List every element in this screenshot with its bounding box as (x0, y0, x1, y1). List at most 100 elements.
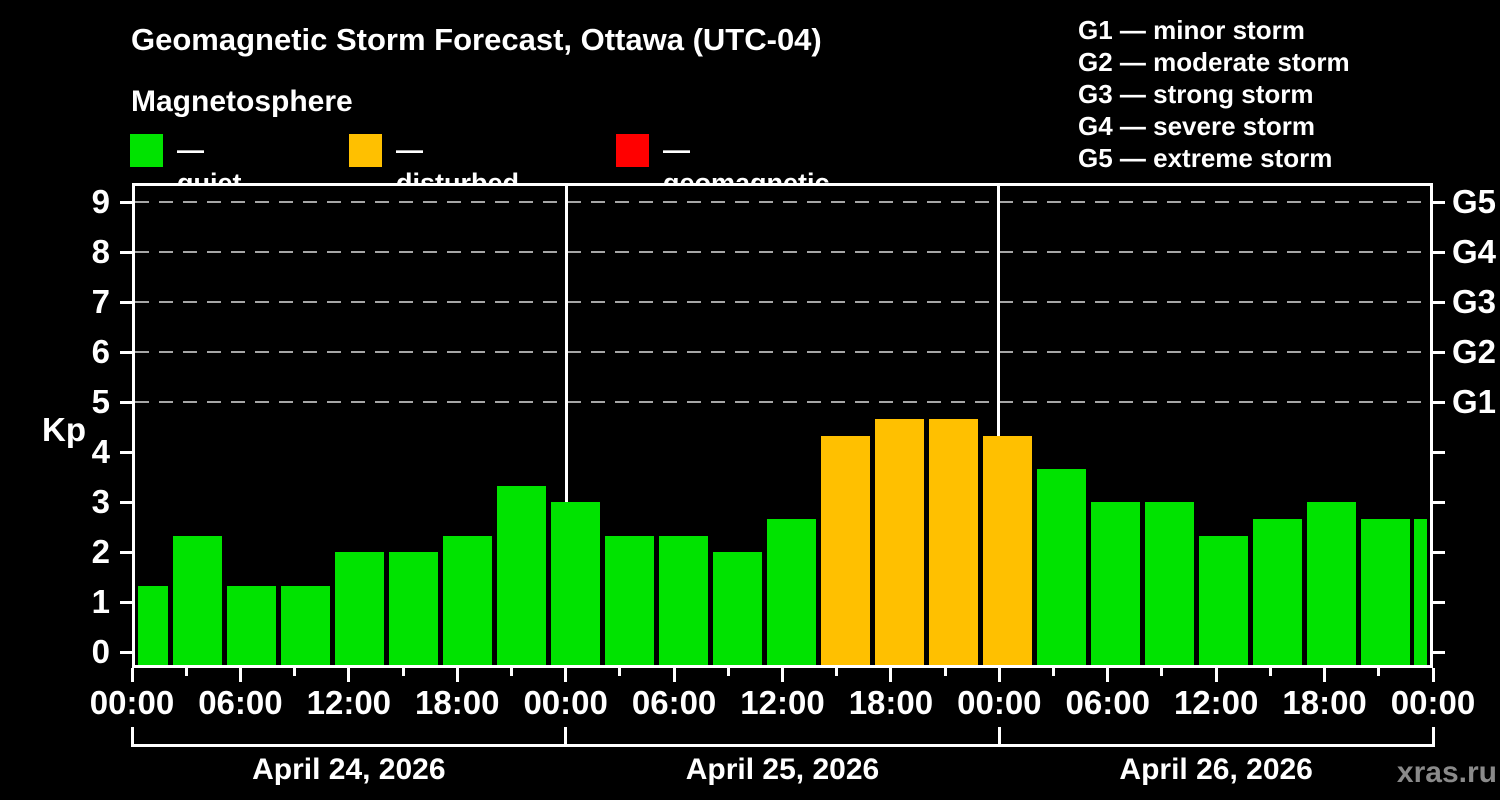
date-label: April 25, 2026 (685, 753, 880, 786)
g-scale-legend-line: G3 — strong storm (1078, 79, 1314, 109)
y-axis-tick (120, 400, 132, 404)
right-axis-label-G4: G4 (1452, 233, 1497, 270)
gridline-kp9 (135, 201, 1430, 203)
y-axis-tick (120, 200, 132, 204)
x-axis-minor-tick (835, 668, 839, 676)
date-label: April 26, 2026 (1119, 753, 1313, 786)
y-axis-tick (120, 650, 132, 654)
y-axis-label: 4 (91, 433, 110, 470)
y-axis-tick-right (1433, 450, 1445, 454)
x-axis-minor-tick (726, 668, 730, 676)
y-axis-tick-right (1433, 600, 1445, 604)
x-axis-major-tick (889, 668, 893, 682)
kp-bar (1036, 468, 1086, 665)
kp-bar (497, 485, 547, 665)
x-axis-major-tick (455, 668, 459, 682)
y-axis-label: 5 (91, 383, 110, 420)
kp-bar (173, 535, 223, 665)
x-axis-label: 12:00 (306, 684, 392, 721)
y-axis-tick-right (1433, 650, 1445, 654)
x-axis-label: 06:00 (1065, 684, 1150, 721)
gridline-kp8 (135, 251, 1430, 253)
x-axis-label: 00:00 (957, 684, 1042, 721)
x-axis-major-tick (130, 668, 134, 682)
kp-bar (1144, 502, 1194, 665)
x-axis-major-tick (1106, 668, 1110, 682)
g-scale-legend-line: G4 — severe storm (1078, 111, 1316, 141)
y-axis-label: 7 (91, 283, 110, 320)
kp-bar (928, 418, 978, 665)
x-axis-minor-tick (293, 668, 297, 676)
x-axis-label: 06:00 (631, 684, 717, 721)
x-axis-minor-tick (943, 668, 947, 676)
y-axis-tick-right (1433, 400, 1445, 404)
kp-bar (335, 552, 385, 665)
kp-bar (874, 418, 924, 665)
day-separator-line (996, 186, 1000, 665)
kp-bar (1414, 518, 1427, 665)
day-bracket-tick (130, 727, 134, 747)
x-axis-major-tick (1431, 668, 1435, 682)
x-axis-label: 12:00 (740, 684, 825, 721)
kp-bar (820, 435, 870, 665)
x-axis-major-tick (238, 668, 242, 682)
kp-bar (551, 502, 601, 665)
legend-swatch-storm (616, 134, 649, 167)
x-axis-label: 18:00 (415, 684, 500, 721)
day-bracket-tick (564, 727, 568, 747)
g-scale-legend-line: G1 — minor storm (1078, 15, 1305, 45)
kp-bar (713, 552, 763, 665)
day-separator-line (565, 186, 569, 665)
y-axis-tick-right (1433, 250, 1445, 254)
kp-bar (1252, 518, 1302, 665)
watermark: xras.ru (1396, 756, 1497, 789)
y-axis-label: 8 (91, 233, 110, 270)
date-label: April 24, 2026 (252, 753, 446, 786)
kp-bar (227, 585, 277, 665)
x-axis-minor-tick (401, 668, 405, 676)
x-axis-label: 06:00 (198, 684, 283, 721)
kp-bar (389, 552, 439, 665)
kp-bar (443, 535, 493, 665)
y-axis-tick (120, 300, 132, 304)
y-axis-tick (120, 350, 132, 354)
chart-subtitle: Magnetosphere (131, 85, 353, 118)
x-axis-minor-tick (509, 668, 513, 676)
right-axis-label-G5: G5 (1452, 183, 1497, 220)
kp-bar (766, 518, 816, 665)
y-axis-tick-right (1433, 300, 1445, 304)
x-axis-minor-tick (1268, 668, 1272, 676)
y-axis-title: Kp (42, 411, 86, 448)
kp-bar (281, 585, 331, 665)
x-axis-minor-tick (1160, 668, 1164, 676)
x-axis-label: 12:00 (1173, 684, 1259, 721)
g-scale-legend-line: G5 — extreme storm (1078, 143, 1333, 173)
x-axis-minor-tick (618, 668, 622, 676)
x-axis-major-tick (1323, 668, 1327, 682)
x-axis-label: 18:00 (848, 684, 934, 721)
right-axis-label-G2: G2 (1452, 333, 1497, 370)
gridline-kp6 (135, 351, 1430, 353)
x-axis-label: 18:00 (1282, 684, 1367, 721)
x-axis-label: 00:00 (523, 684, 608, 721)
kp-bar (1306, 502, 1356, 665)
right-axis-label-G3: G3 (1452, 283, 1497, 320)
kp-bar (138, 585, 169, 665)
x-axis-major-tick (564, 668, 568, 682)
day-bracket-tick (997, 727, 1001, 747)
y-axis-label: 9 (91, 183, 110, 220)
y-axis-tick (120, 500, 132, 504)
x-axis-minor-tick (1052, 668, 1056, 676)
g-scale-legend: G1 — minor storm G2 — moderate storm G3 — … (1078, 14, 1350, 174)
x-axis-major-tick (997, 668, 1001, 682)
page-title: Geomagnetic Storm Forecast, Ottawa (UTC-… (131, 22, 822, 57)
kp-bar (1090, 502, 1140, 665)
y-axis-tick (120, 550, 132, 554)
x-axis-label: 00:00 (89, 684, 175, 721)
y-axis-tick-right (1433, 350, 1445, 354)
y-axis-tick-right (1433, 500, 1445, 504)
day-bracket (132, 744, 566, 747)
y-axis-label: 2 (91, 533, 110, 570)
gridline-kp5 (135, 401, 1430, 403)
